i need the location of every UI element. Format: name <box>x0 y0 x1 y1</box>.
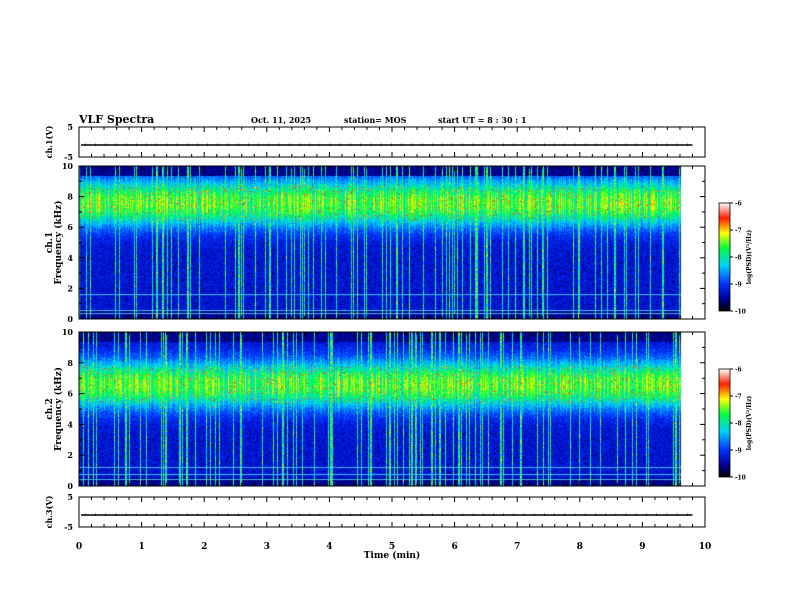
colorbar-tick-label: -6 <box>735 201 742 208</box>
x-tick-label: 4 <box>326 542 332 552</box>
y-tick-label: 8 <box>67 358 73 368</box>
y-tick-label: 4 <box>67 253 73 263</box>
y-tick-label: -5 <box>64 152 73 162</box>
ch2-spectrogram-image <box>79 332 693 486</box>
y-axis-label: Frequency (kHz) <box>53 367 64 451</box>
y-tick-label: 10 <box>62 161 74 171</box>
colorbar-tick-label: -10 <box>735 475 746 482</box>
y-tick-label: 0 <box>67 481 73 491</box>
x-tick-label: 7 <box>514 542 520 552</box>
colorbar-tick-label: -9 <box>735 448 742 455</box>
colorbar-label: log(PSD)(V²/Hz) <box>746 230 753 285</box>
chart-title: VLF Spectra <box>79 113 155 126</box>
y-tick-label: 2 <box>67 450 73 460</box>
colorbar-tick-label: -7 <box>735 228 742 235</box>
y-tick-label: 6 <box>67 389 73 399</box>
y-tick-label: 8 <box>67 192 73 202</box>
colorbar-label: log(PSD)(V²/Hz) <box>746 396 753 451</box>
x-tick-label: 5 <box>389 542 395 552</box>
x-tick-label: 2 <box>201 542 207 552</box>
y-tick-label: 6 <box>67 222 73 232</box>
x-axis-label: Time (min) <box>364 550 421 561</box>
y-tick-label: 5 <box>67 122 73 132</box>
x-tick-label: 3 <box>264 542 270 552</box>
x-tick-label: 6 <box>451 542 457 552</box>
colorbar <box>718 368 731 478</box>
y-axis-label: ch.1 <box>45 232 55 253</box>
colorbar-tick-label: -10 <box>735 309 746 316</box>
y-tick-label: 4 <box>67 419 73 429</box>
colorbar-tick-label: -9 <box>735 282 742 289</box>
date-label: Oct. 11, 2025 <box>251 115 312 125</box>
y-axis-label: Frequency (kHz) <box>53 200 64 284</box>
start-time-label: start UT = 8 : 30 : 1 <box>438 115 527 125</box>
y-axis-label: ch.1(V) <box>44 125 54 158</box>
colorbar-tick-label: -7 <box>735 394 742 401</box>
x-tick-label: 10 <box>699 542 712 552</box>
y-tick-label: 2 <box>67 283 73 293</box>
colorbar-tick-label: -6 <box>735 367 742 374</box>
x-tick-label: 0 <box>76 542 82 552</box>
y-tick-label: 5 <box>67 492 73 502</box>
y-tick-label: 10 <box>62 327 74 337</box>
y-axis-label: ch.3(V) <box>44 495 54 528</box>
ch1-spectrogram-image <box>79 166 693 319</box>
x-tick-label: 1 <box>138 542 144 552</box>
colorbar-tick-label: -8 <box>735 255 742 262</box>
y-tick-label: -5 <box>64 522 73 532</box>
x-tick-label: 8 <box>577 542 583 552</box>
y-tick-label: 0 <box>67 314 73 324</box>
y-axis-label: ch.2 <box>45 398 55 419</box>
x-tick-label: 9 <box>639 542 645 552</box>
colorbar-tick-label: -8 <box>735 421 742 428</box>
colorbar <box>718 202 731 312</box>
station-label: station= MOS <box>344 115 407 125</box>
